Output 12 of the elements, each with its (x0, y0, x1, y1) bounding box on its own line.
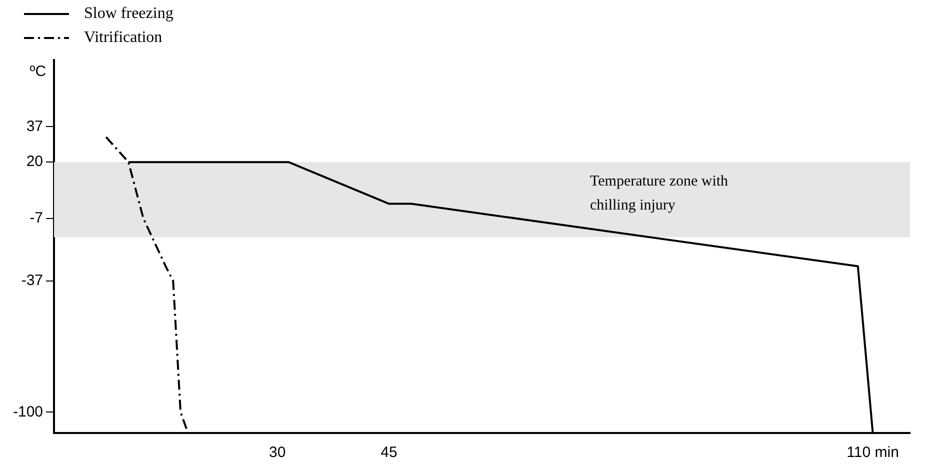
y-tick-label: -7 (30, 210, 44, 227)
x-tick-label: 45 (380, 444, 398, 462)
y-tick-label: -37 (21, 272, 44, 290)
band-label: Temperature zone with chilling injury (590, 174, 729, 214)
legend-label: Slow freezing (84, 5, 174, 22)
x-tick-label: 30 (268, 444, 286, 462)
legend-label: Vitrification (84, 29, 162, 46)
y-tick-label: 20 (26, 153, 44, 170)
y-tick-label: 37 (26, 118, 44, 135)
y-axis-title: ºC (30, 63, 46, 80)
x-tick-label: 110 min (846, 444, 899, 462)
y-tick-label: -100 (12, 403, 44, 420)
